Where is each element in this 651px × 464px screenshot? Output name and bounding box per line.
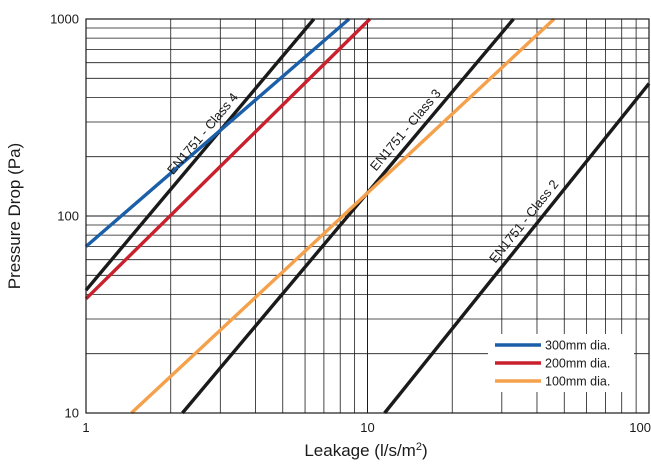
- legend-label: 100mm dia.: [545, 375, 610, 389]
- series-line-100mm-dia-: [130, 17, 556, 415]
- y-tick-label: 100: [57, 209, 79, 224]
- series-line-300mm-dia-: [84, 17, 351, 248]
- series-line-en1751-class-2: [181, 17, 515, 415]
- x-axis-title-superscript: 2: [416, 441, 422, 453]
- x-tick-label: 100: [629, 420, 651, 435]
- y-axis-title: Pressure Drop (Pa): [5, 143, 24, 289]
- x-axis-title-end: ): [422, 441, 428, 460]
- legend-label: 300mm dia.: [545, 339, 610, 353]
- y-tick-label: 1000: [50, 12, 79, 27]
- curve-label-class-2: EN1751 - Class 2: [486, 177, 561, 266]
- x-tick-label: 1: [82, 420, 89, 435]
- curve-label-class-4: EN1751 - Class 4: [164, 90, 241, 178]
- legend: 300mm dia. 200mm dia. 100mm dia.: [488, 334, 634, 392]
- series-line-200mm-dia-: [84, 17, 372, 301]
- series-line-en1751-class-1: [383, 82, 651, 415]
- plot-frame: [85, 18, 650, 414]
- x-axis-title: Leakage (l/s/m2): [304, 441, 427, 460]
- data-series: [84, 17, 651, 415]
- legend-label: 200mm dia.: [545, 357, 610, 371]
- x-tick-label: 10: [360, 420, 374, 435]
- curve-label-class-3: EN1751 - Class 3: [367, 86, 444, 174]
- x-axis-title-main: Leakage (l/s/m: [304, 441, 416, 460]
- series-line-en1751-class-3: [84, 17, 316, 292]
- y-tick-label: 10: [65, 406, 79, 421]
